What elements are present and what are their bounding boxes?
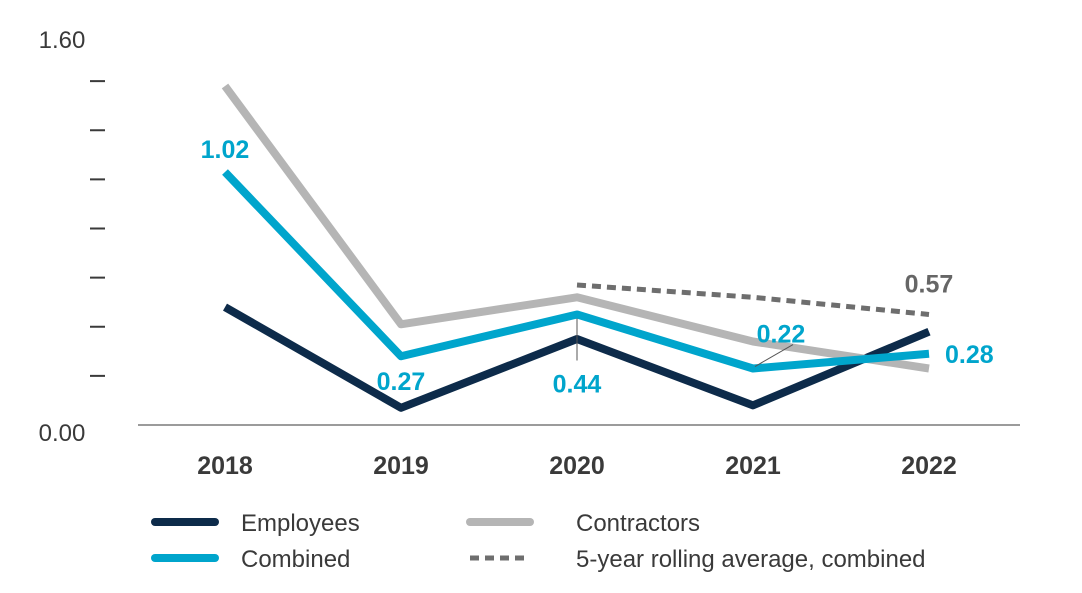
legend-item-rolling: 5-year rolling average, combined — [470, 546, 926, 573]
legend-item-employees: Employees — [151, 510, 360, 537]
data-label-rolling-undefined: 0.45 — [0, 0, 24, 6]
data-label-combined-2019: 0.27 — [377, 368, 426, 396]
legend: Employees Contractors Combined 5-year rolli… — [151, 510, 926, 573]
axes: 1.60 0.00 2018 2019 2020 2021 2022 — [39, 27, 1020, 480]
legend-label-employees: Employees — [241, 510, 360, 537]
y-axis-min-label: 0.00 — [39, 420, 86, 447]
data-label-combined-2020: 0.44 — [553, 370, 602, 398]
data-labels: 1.02 0.27 0.44 0.22 0.28 0.57 0.520.45 — [0, 0, 994, 398]
legend-label-rolling: 5-year rolling average, combined — [576, 546, 926, 573]
legend-label-contractors: Contractors — [576, 510, 700, 537]
x-tick-label-2021: 2021 — [725, 452, 781, 480]
data-label-combined-2018: 1.02 — [201, 136, 250, 164]
series-line-combined — [222, 169, 930, 373]
data-label-combined-2022: 0.28 — [945, 341, 994, 369]
y-axis-max-label: 1.60 — [39, 27, 86, 54]
data-label-rolling-2022: 0.57 — [905, 270, 954, 298]
x-tick-label-2018: 2018 — [197, 452, 253, 480]
x-tick-label-2019: 2019 — [373, 452, 429, 480]
legend-item-combined: Combined — [151, 546, 350, 573]
data-label-combined-2021: 0.22 — [757, 321, 806, 349]
x-tick-label-2022: 2022 — [901, 452, 957, 480]
data-label-rolling-undefined: 0.52 — [0, 0, 24, 6]
leader-line — [754, 344, 794, 367]
series-line-contractors — [221, 83, 930, 373]
legend-item-contractors: Contractors — [466, 510, 700, 537]
x-tick-label-2020: 2020 — [549, 452, 605, 480]
legend-label-combined: Combined — [241, 546, 350, 573]
